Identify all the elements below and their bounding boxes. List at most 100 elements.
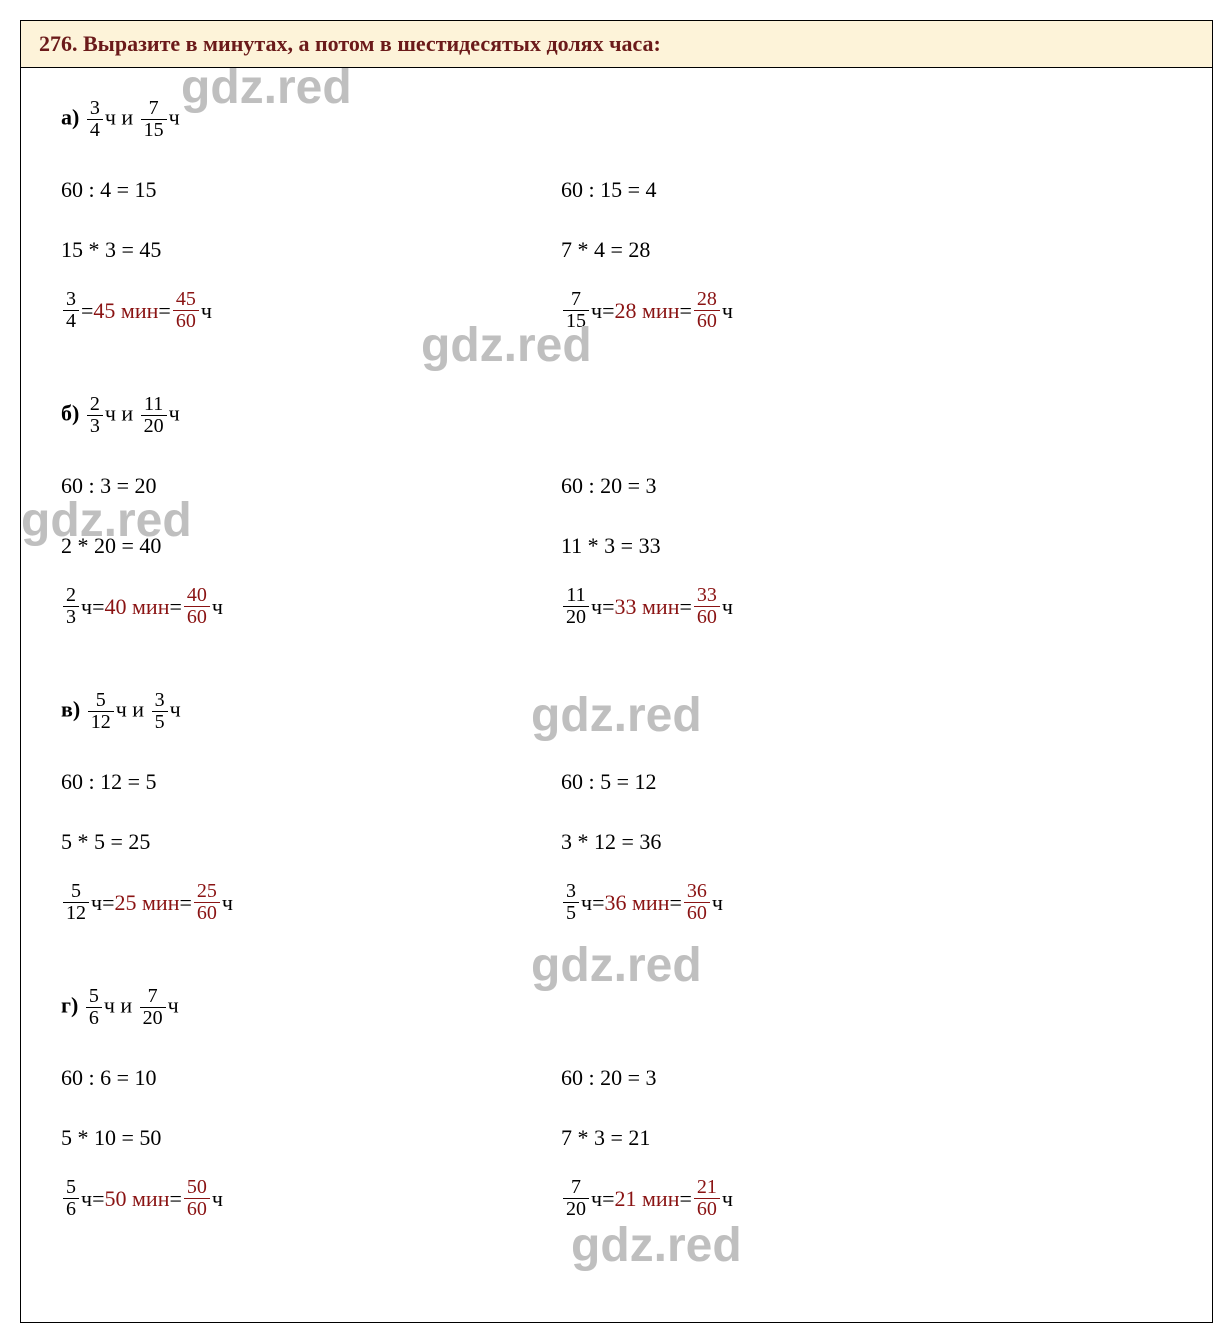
fraction: 11 20 <box>141 394 167 437</box>
result-line: 3 4 = 45 мин = 45 60 ч <box>61 289 441 332</box>
problem-header: 276. Выразите в минутах, а потом в шести… <box>21 21 1212 68</box>
answer-fraction: 50 60 <box>182 1177 212 1220</box>
answer-minutes: 45 мин <box>93 298 158 324</box>
answer-minutes: 25 мин <box>115 890 180 916</box>
equals: = <box>679 594 691 620</box>
denominator: 6 <box>86 1007 102 1029</box>
numerator: 21 <box>694 1177 720 1198</box>
head-sep: ч и <box>105 401 133 426</box>
numerator: 45 <box>173 289 199 310</box>
denominator: 5 <box>152 711 168 733</box>
columns: 60 : 12 = 5 5 * 5 = 25 5 12 ч = 25 мин =… <box>61 761 1172 942</box>
denominator: 20 <box>563 606 589 628</box>
denominator: 20 <box>141 415 167 437</box>
numerator: 28 <box>694 289 720 310</box>
result-line: 2 3 ч = 40 мин = 40 60 ч <box>61 585 441 628</box>
answer-fraction: 25 60 <box>192 881 222 924</box>
denominator: 12 <box>88 711 114 733</box>
numerator: 11 <box>141 394 166 415</box>
equals: = <box>679 1186 691 1212</box>
head-sep: ч и <box>116 697 144 722</box>
head-sep: ч и <box>104 993 132 1018</box>
page: 276. Выразите в минутах, а потом в шести… <box>20 20 1213 1323</box>
denominator: 60 <box>694 310 720 332</box>
numerator: 7 <box>145 986 161 1007</box>
fraction: 3 4 <box>87 98 103 141</box>
denominator: 60 <box>684 902 710 924</box>
fraction: 2 3 <box>87 394 103 437</box>
head-sep: ч и <box>105 105 133 130</box>
answer-minutes: 33 мин <box>615 594 680 620</box>
calc-line: 3 * 12 = 36 <box>561 821 941 863</box>
section-label: б) <box>61 401 79 426</box>
section-head: б) 2 3 ч и 11 20 ч <box>61 394 1172 437</box>
unit-suffix: ч <box>212 1186 223 1212</box>
calc-line: 7 * 4 = 28 <box>561 229 941 271</box>
numerator: 50 <box>184 1177 210 1198</box>
calc-line: 60 : 20 = 3 <box>561 1057 941 1099</box>
section: б) 2 3 ч и 11 20 ч 60 : 3 = 20 2 * 20 = … <box>61 394 1172 646</box>
calc-line: 11 * 3 = 33 <box>561 525 941 567</box>
fraction: 45 60 <box>173 289 199 332</box>
fraction: 7 15 <box>563 289 589 332</box>
problem-number: 276. <box>39 31 78 56</box>
denominator: 60 <box>173 310 199 332</box>
fraction: 11 20 <box>563 585 589 628</box>
head-suffix: ч <box>169 401 180 426</box>
result-line: 7 20 ч = 21 мин = 21 60 ч <box>561 1177 941 1220</box>
unit-suffix: ч <box>722 298 733 324</box>
answer-fraction: 40 60 <box>182 585 212 628</box>
fraction: 5 6 <box>63 1177 79 1220</box>
unit-suffix: ч <box>722 1186 733 1212</box>
column-left: 60 : 12 = 5 5 * 5 = 25 5 12 ч = 25 мин =… <box>61 761 441 942</box>
fraction: 7 15 <box>141 98 167 141</box>
unit-suffix: ч <box>81 1186 92 1212</box>
fraction: 40 60 <box>184 585 210 628</box>
denominator: 4 <box>87 119 103 141</box>
fraction: 5 12 <box>63 881 89 924</box>
section-head: в) 5 12 ч и 3 5 ч <box>61 690 1172 733</box>
section-label: а) <box>61 105 79 130</box>
columns: 60 : 3 = 20 2 * 20 = 40 2 3 ч = 40 мин =… <box>61 465 1172 646</box>
unit-suffix: ч <box>722 594 733 620</box>
unit-suffix: ч <box>712 890 723 916</box>
result-line: 5 12 ч = 25 мин = 25 60 ч <box>61 881 441 924</box>
unit-suffix: ч <box>591 594 602 620</box>
equals: = <box>602 298 614 324</box>
numerator: 7 <box>568 289 584 310</box>
numerator: 2 <box>87 394 103 415</box>
answer-minutes: 36 мин <box>605 890 670 916</box>
equals: = <box>102 890 114 916</box>
equals: = <box>92 1186 104 1212</box>
fraction: 7 20 <box>563 1177 589 1220</box>
equals: = <box>179 890 191 916</box>
denominator: 15 <box>563 310 589 332</box>
problem-text: Выразите в минутах, а потом в шестидесят… <box>83 31 661 56</box>
numerator: 7 <box>568 1177 584 1198</box>
column-right: 60 : 20 = 3 7 * 3 = 21 7 20 ч = 21 мин =… <box>561 1057 941 1238</box>
fraction: 5 6 <box>86 986 102 1029</box>
head-suffix: ч <box>169 105 180 130</box>
unit-suffix: ч <box>91 890 102 916</box>
numerator: 36 <box>684 881 710 902</box>
section: в) 5 12 ч и 3 5 ч 60 : 12 = 5 5 * 5 = 25… <box>61 690 1172 942</box>
answer-minutes: 28 мин <box>615 298 680 324</box>
unit-suffix: ч <box>591 1186 602 1212</box>
denominator: 60 <box>184 1198 210 1220</box>
equals: = <box>602 1186 614 1212</box>
denominator: 60 <box>194 902 220 924</box>
calc-line: 5 * 10 = 50 <box>61 1117 441 1159</box>
denominator: 20 <box>563 1198 589 1220</box>
fraction: 36 60 <box>684 881 710 924</box>
unit-suffix: ч <box>201 298 212 324</box>
numerator: 3 <box>152 690 168 711</box>
column-right: 60 : 5 = 12 3 * 12 = 36 3 5 ч = 36 мин =… <box>561 761 941 942</box>
equals: = <box>92 594 104 620</box>
columns: 60 : 4 = 15 15 * 3 = 45 3 4 = 45 мин = 4… <box>61 169 1172 350</box>
answer-fraction: 21 60 <box>692 1177 722 1220</box>
calc-line: 2 * 20 = 40 <box>61 525 441 567</box>
fraction: 28 60 <box>694 289 720 332</box>
numerator: 5 <box>68 881 84 902</box>
calc-line: 60 : 4 = 15 <box>61 169 441 211</box>
denominator: 3 <box>63 606 79 628</box>
